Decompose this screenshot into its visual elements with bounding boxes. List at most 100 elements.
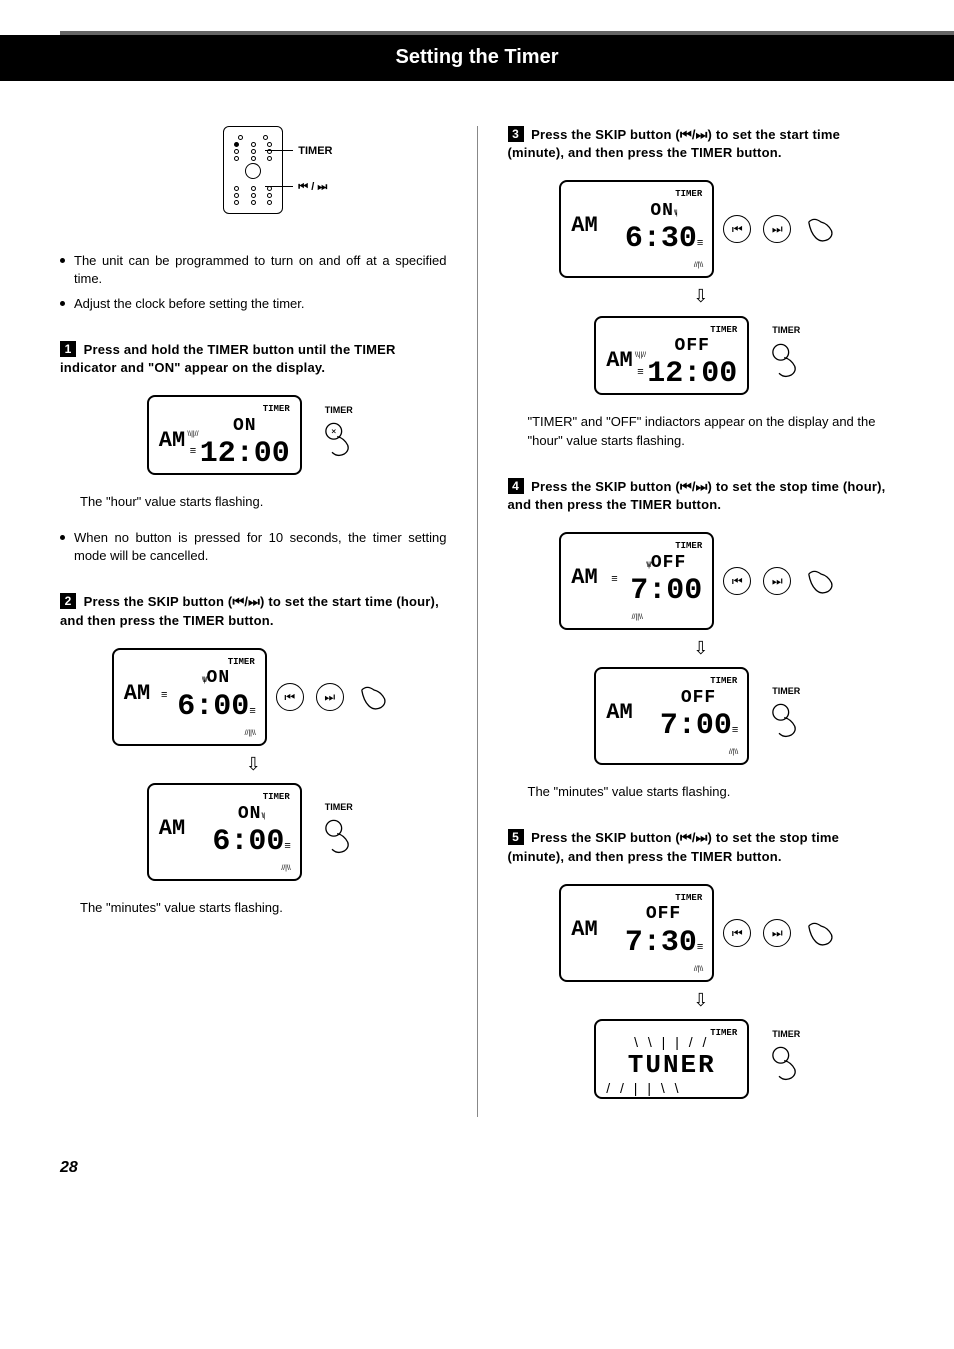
lcd-mode: ON	[233, 416, 257, 436]
hand-press-icon	[765, 1043, 807, 1085]
step2-figure: TIMER AM ≡ \\|//ON 6:00≡ / / | | \ \ ⏮ ⏭	[60, 648, 447, 881]
notes-mid: When no button is pressed for 10 seconds…	[60, 529, 447, 565]
lcd-mode: OFF	[646, 904, 681, 924]
timer-button-icon: TIMER	[318, 404, 360, 467]
lcd-am: AM	[124, 679, 150, 710]
timer-icon-label: TIMER	[765, 1028, 807, 1041]
lcd-am: AM	[606, 698, 632, 729]
lcd-display: TIMER AM ≡ \\|//ON 6:00≡ / / | | \ \	[112, 648, 267, 746]
skip-next-icon: ⏭	[763, 215, 791, 243]
remote-diagram: TIMER ⏮ / ⏭	[223, 126, 283, 214]
step-text: Press the SKIP button (⏮/⏭) to set the s…	[60, 594, 439, 627]
timer-icon-label: TIMER	[765, 324, 807, 337]
right-column: 3 Press the SKIP button (⏮/⏭) to set the…	[508, 126, 895, 1117]
column-divider	[477, 126, 478, 1117]
lcd-mode: ON	[650, 201, 674, 221]
flash-rays: / / | | \ \	[606, 1084, 737, 1094]
step1-after: The "hour" value starts flashing.	[80, 493, 447, 511]
step-4: 4 Press the SKIP button (⏮/⏭) to set the…	[508, 478, 895, 514]
skip-next-icon: ⏭	[763, 919, 791, 947]
lcd-mode: OFF	[681, 688, 716, 708]
step-number: 5	[508, 829, 524, 845]
lcd-time: 12:00	[200, 437, 290, 471]
step3-figure: TIMER AM ON\\| 6:30≡ / / | \ \ ⏮ ⏭	[508, 180, 895, 395]
arrow-down-icon: ⇩	[508, 988, 895, 1013]
step-text: Press and hold the TIMER button until th…	[60, 342, 396, 375]
note-item: The unit can be programmed to turn on an…	[60, 252, 447, 288]
skip-prev-icon: ⏮	[723, 215, 751, 243]
hand-press-icon	[800, 560, 842, 602]
arrow-down-icon: ⇩	[508, 636, 895, 661]
note-item: Adjust the clock before setting the time…	[60, 295, 447, 313]
timer-button-icon: TIMER	[765, 324, 807, 387]
skip-prev-icon: ⏮	[276, 683, 304, 711]
timer-button-icon: TIMER	[318, 801, 360, 864]
timer-icon-label: TIMER	[318, 801, 360, 814]
arrow-down-icon: ⇩	[60, 752, 447, 777]
hand-press-icon	[353, 676, 395, 718]
step4-after: The "minutes" value starts flashing.	[528, 783, 895, 801]
lcd-am: AM	[571, 563, 597, 594]
tuner-text: TUNER	[606, 1047, 737, 1083]
skip-prev-icon: ⏮	[723, 567, 751, 595]
lcd-mode: ON	[238, 804, 262, 824]
lcd-time: 7:00	[660, 709, 732, 743]
page-header: Setting the Timer	[0, 35, 954, 81]
lcd-time: 7:00	[630, 574, 702, 608]
lcd-display: TIMER AM OFF 7:30≡ / / | \ \	[559, 884, 714, 982]
step-1: 1 Press and hold the TIMER button until …	[60, 341, 447, 377]
header-title: Setting the Timer	[396, 46, 559, 68]
step-5: 5 Press the SKIP button (⏮/⏭) to set the…	[508, 829, 895, 865]
lcd-display: TIMER AM \ \ | | / /≡ OFF 12:00	[594, 316, 749, 396]
lcd-display: TIMER AM ≡ \\|//OFF 7:00 / / | | \ \	[559, 532, 714, 630]
lcd-time: 7:30	[625, 926, 697, 960]
remote-label-skip: ⏮ / ⏭	[298, 180, 327, 195]
step-text: Press the SKIP button (⏮/⏭) to set the s…	[508, 127, 841, 160]
hand-press-icon	[800, 912, 842, 954]
notes-top: The unit can be programmed to turn on an…	[60, 252, 447, 313]
lcd-am: AM	[571, 211, 597, 242]
lcd-time: 6:00	[212, 825, 284, 859]
lcd-display: TIMER AM ON\\| 6:00≡ / / | \ \	[147, 783, 302, 881]
hand-press-icon	[318, 816, 360, 858]
hand-press-icon	[765, 340, 807, 382]
step5-figure: TIMER AM OFF 7:30≡ / / | \ \ ⏮ ⏭	[508, 884, 895, 1100]
page-number: 28	[60, 1157, 894, 1179]
skip-prev-icon: ⏮	[723, 919, 751, 947]
step4-figure: TIMER AM ≡ \\|//OFF 7:00 / / | | \ \ ⏮ ⏭	[508, 532, 895, 765]
lcd-mode: ON	[207, 668, 231, 688]
lcd-time: 12:00	[647, 357, 737, 391]
timer-icon-label: TIMER	[318, 404, 360, 417]
lcd-display: TIMER AM \ \ | | / / ≡ ON 12:00	[147, 395, 302, 475]
timer-button-icon: TIMER	[765, 685, 807, 748]
note-item: When no button is pressed for 10 seconds…	[60, 529, 447, 565]
remote-label-timer: TIMER	[298, 144, 332, 159]
step-text: Press the SKIP button (⏮/⏭) to set the s…	[508, 479, 886, 512]
step1-figure: TIMER AM \ \ | | / / ≡ ON 12:00	[60, 395, 447, 475]
step3-after: "TIMER" and "OFF" indiactors appear on t…	[528, 413, 895, 449]
step-3: 3 Press the SKIP button (⏮/⏭) to set the…	[508, 126, 895, 162]
flash-ticks: \ \ | | / /	[187, 430, 197, 440]
timer-icon-label: TIMER	[765, 685, 807, 698]
step-number: 3	[508, 126, 524, 142]
hand-press-icon	[765, 700, 807, 742]
timer-button-icon: TIMER	[765, 1028, 807, 1091]
lcd-display-tuner: TIMER \ \ | | / / TUNER / / | | \ \	[594, 1019, 749, 1100]
lcd-display: TIMER AM OFF 7:00≡ / / | \ \	[594, 667, 749, 765]
step-number: 1	[60, 341, 76, 357]
left-column: TIMER ⏮ / ⏭ The unit can be programmed t…	[60, 126, 447, 1117]
arrow-down-icon: ⇩	[508, 284, 895, 309]
remote-body	[223, 126, 283, 214]
step-text: Press the SKIP button (⏮/⏭) to set the s…	[508, 830, 840, 863]
lcd-am: AM	[159, 814, 185, 845]
lcd-time: 6:30	[625, 222, 697, 256]
step2-after: The "minutes" value starts flashing.	[80, 899, 447, 917]
skip-next-icon: ⏭	[316, 683, 344, 711]
step-number: 2	[60, 593, 76, 609]
step-number: 4	[508, 478, 524, 494]
lcd-am: AM	[606, 346, 632, 377]
lcd-time: 6:00	[177, 690, 249, 724]
lcd-display: TIMER AM ON\\| 6:30≡ / / | \ \	[559, 180, 714, 278]
lcd-am: AM	[159, 426, 185, 457]
content-columns: TIMER ⏮ / ⏭ The unit can be programmed t…	[60, 126, 894, 1117]
